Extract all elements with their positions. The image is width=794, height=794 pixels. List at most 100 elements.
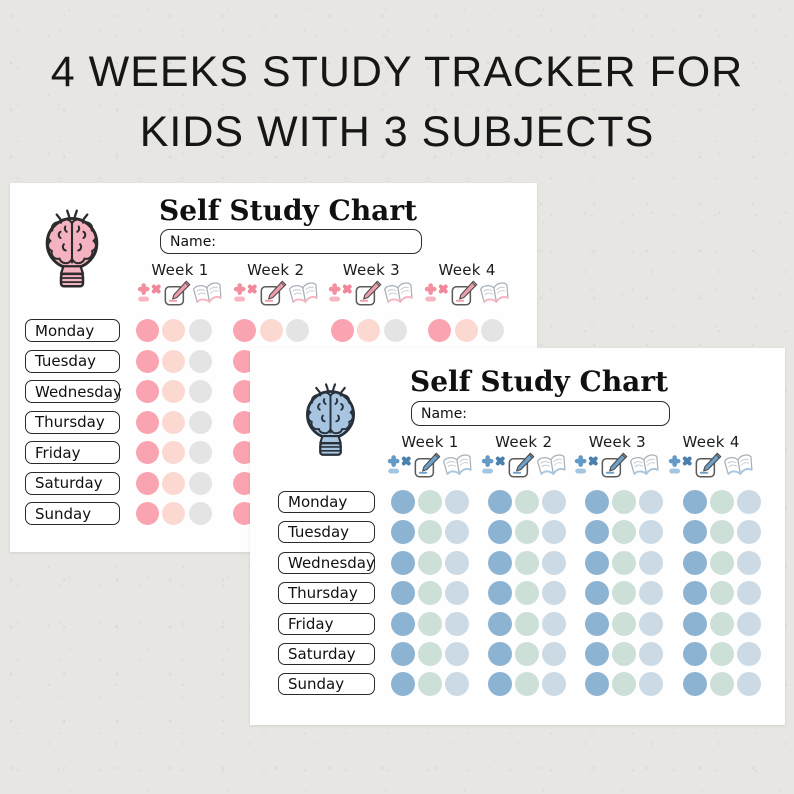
tracker-dot-math (391, 490, 415, 514)
tracker-dot-reading (286, 319, 310, 342)
tracker-dot-reading (736, 550, 761, 575)
tracker-dot-math (488, 581, 513, 606)
notes-pencil-icon (451, 280, 478, 307)
tracker-dot-reading (542, 520, 567, 545)
tracker-dot-reading (639, 581, 664, 606)
tracker-dot-writing (709, 672, 734, 697)
notes-pencil-icon (164, 280, 191, 307)
tracker-dot-reading (188, 471, 212, 495)
day-label-monday: Monday (278, 491, 375, 513)
tracker-dot-math (488, 642, 513, 666)
tracker-dot-reading (445, 490, 469, 514)
tracker-dot-reading (188, 380, 212, 403)
tracker-dot-math (135, 380, 159, 403)
subject-icons (384, 452, 476, 479)
page-title-line1: 4 WEEKS STUDY TRACKER FOR (50, 48, 744, 96)
tracker-dot-math (233, 319, 256, 342)
tracker-dot-math (135, 319, 159, 342)
tracker-dot-writing (259, 319, 283, 342)
open-book-icon (479, 281, 511, 307)
tracker-dot-reading (188, 410, 212, 434)
open-book-icon (192, 281, 224, 307)
tracker-dot-math (585, 581, 610, 606)
card-title: Self Study Chart (158, 194, 418, 227)
open-book-icon (288, 281, 320, 307)
tracker-dot-math (682, 520, 707, 545)
tracker-dot-reading (542, 611, 567, 636)
tracker-dot-writing (418, 642, 442, 666)
tracker-dot-math (488, 520, 513, 545)
tracker-dot-math (585, 672, 610, 697)
tracker-dot-reading (736, 672, 761, 697)
math-icon (573, 452, 600, 479)
name-label: Name: (421, 405, 468, 422)
week-header: Week 2 (495, 433, 553, 451)
tracker-dot-reading (542, 642, 567, 666)
subject-icons (134, 280, 226, 307)
tracker-dot-reading (445, 550, 469, 575)
tracker-dot-math (391, 611, 415, 636)
card-title: Self Study Chart (409, 365, 669, 398)
math-icon (136, 280, 163, 307)
notes-pencil-icon (601, 452, 628, 479)
day-label-friday: Friday (278, 612, 375, 635)
tracker-dot-math (585, 550, 610, 575)
tracker-dot-writing (418, 520, 442, 545)
tracker-dot-math (585, 642, 610, 666)
tracker-dot-math (682, 672, 707, 697)
tracker-dot-reading (542, 581, 567, 606)
study-card-blue: Self Study Chart Name: Week 1 Week 2 Wee… (250, 348, 785, 725)
brain-bulb-icon (41, 205, 103, 293)
tracker-dot-writing (418, 672, 442, 697)
tracker-dot-math (391, 550, 415, 575)
day-label-tuesday: Tuesday (25, 349, 120, 373)
tracker-dot-writing (418, 581, 442, 606)
tracker-dot-math (391, 672, 415, 697)
tracker-dot-writing (162, 349, 186, 373)
name-field: Name: (160, 229, 422, 254)
tracker-dot-reading (481, 319, 505, 342)
brain-bulb-icon (302, 375, 359, 465)
tracker-dot-writing (709, 490, 734, 514)
math-icon (423, 280, 450, 307)
tracker-dot-reading (639, 642, 664, 666)
day-label-sunday: Sunday (25, 502, 120, 525)
tracker-dot-writing (612, 581, 637, 606)
tracker-dot-writing (612, 642, 637, 666)
tracker-dot-writing (515, 611, 540, 636)
tracker-dot-reading (383, 319, 407, 342)
tracker-dot-reading (542, 672, 567, 697)
tracker-dot-writing (515, 581, 540, 606)
tracker-dot-math (391, 520, 415, 545)
subject-icons (325, 280, 417, 307)
tracker-dot-writing (612, 490, 637, 514)
tracker-dot-reading (445, 642, 469, 666)
tracker-dot-writing (162, 471, 186, 495)
tracker-dot-writing (612, 672, 637, 697)
tracker-dot-writing (709, 550, 734, 575)
tracker-dot-reading (188, 441, 212, 464)
week-header: Week 4 (682, 433, 740, 451)
tracker-dot-reading (639, 520, 664, 545)
tracker-dot-writing (357, 319, 381, 342)
tracker-dot-reading (639, 490, 664, 514)
math-icon (386, 452, 413, 479)
day-label-saturday: Saturday (278, 643, 375, 665)
name-label: Name: (170, 233, 217, 250)
page-title: 4 WEEKS STUDY TRACKER FOR KIDS WITH 3 SU… (0, 42, 794, 162)
name-field: Name: (411, 401, 670, 426)
tracker-dot-writing (162, 441, 186, 464)
tracker-dot-reading (445, 581, 469, 606)
tracker-dot-writing (515, 550, 540, 575)
tracker-dot-writing (418, 490, 442, 514)
tracker-dot-reading (188, 349, 212, 373)
open-book-icon (629, 453, 661, 479)
tracker-dot-reading (445, 520, 469, 545)
tracker-dot-math (682, 642, 707, 666)
subject-icons (230, 280, 322, 307)
tracker-dot-reading (736, 520, 761, 545)
tracker-dot-reading (736, 490, 761, 514)
tracker-dot-math (135, 441, 159, 464)
tracker-dot-reading (188, 502, 212, 525)
week-header: Week 3 (588, 433, 646, 451)
